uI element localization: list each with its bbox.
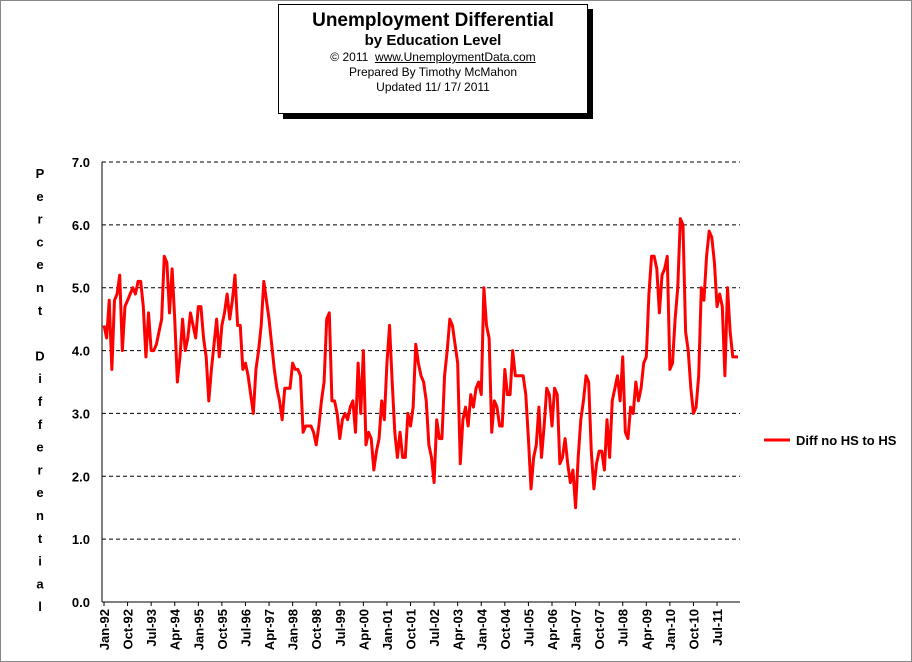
x-tick-label: Oct-10 (686, 609, 701, 649)
axes (101, 162, 740, 606)
x-tick-label: Oct-01 (404, 609, 419, 649)
x-tick-label: Jul-02 (427, 609, 442, 647)
x-tick-label: Jul-96 (238, 609, 253, 647)
x-tick-label: Oct-04 (498, 608, 513, 649)
x-tick-label: Jul-93 (144, 609, 159, 647)
x-tick-label: Apr-00 (356, 609, 371, 650)
x-tick-label: Jan-95 (191, 609, 206, 650)
y-tick-label: 5.0 (72, 281, 90, 296)
y-tick-label: 0.0 (72, 595, 90, 610)
series-lines (102, 217, 738, 510)
y-tick-label: 2.0 (72, 469, 90, 484)
x-tick-label: Oct-95 (215, 609, 230, 649)
copyright-text: © 2011 (330, 50, 369, 64)
updated-date: Updated 11/ 17/ 2011 (376, 80, 490, 94)
copyright-line: © 2011 www.UnemploymentData.com (279, 50, 587, 65)
y-label-char: n (36, 508, 44, 523)
x-tick-label: Jul-11 (710, 609, 725, 646)
y-label-char: r (37, 212, 42, 227)
y-axis-tick-labels: 0.0 1.0 2.0 3.0 4.0 5.0 6.0 7.0 (72, 155, 90, 610)
x-tick-label: Oct-07 (592, 609, 607, 649)
y-label-char: e (36, 189, 43, 204)
x-tick-label: Apr-03 (451, 609, 466, 650)
x-tick-label: Jul-99 (333, 609, 348, 647)
y-label-char: r (37, 462, 42, 477)
y-label-char: f (38, 394, 43, 409)
x-axis-tick-labels: Jan-92 Oct-92 Jul-93 Apr-94 Jan-95 Oct-95 Jul-… (97, 608, 725, 650)
x-tick-label: Jan-04 (474, 608, 489, 650)
legend: Diff no HS to HS (764, 433, 897, 448)
y-tick-label: 7.0 (72, 155, 90, 170)
x-tick-label: Jan-98 (286, 609, 301, 650)
legend-label: Diff no HS to HS (796, 433, 897, 448)
series-line (102, 217, 738, 510)
x-tick-label: Jan-92 (97, 609, 112, 650)
y-label-char: e (36, 257, 43, 272)
x-tick-label: Apr-94 (168, 608, 183, 650)
x-tick-label: Jul-08 (616, 609, 631, 647)
x-tick-label: Apr-06 (545, 609, 560, 650)
x-tick-label: Apr-09 (639, 609, 654, 650)
y-label-char: l (38, 599, 42, 614)
x-tick-label: Oct-98 (309, 609, 324, 649)
x-tick-label: Oct-92 (121, 609, 136, 649)
y-label-char: i (38, 554, 42, 569)
y-tick-label: 4.0 (72, 344, 90, 359)
gridlines (102, 161, 740, 540)
x-tick-label: Jan-10 (663, 609, 678, 650)
y-tick-label: 6.0 (72, 218, 90, 233)
source-url[interactable]: www.UnemploymentData.com (374, 50, 536, 64)
x-tick-label: Apr-97 (262, 609, 277, 650)
chart-subtitle: by Education Level (364, 32, 502, 49)
title-box: Unemployment Differential by Education L… (278, 4, 588, 114)
y-label-char: t (38, 531, 43, 546)
y-label-char: t (38, 303, 43, 318)
y-label-char: P (36, 166, 45, 181)
prepared-by: Prepared By Timothy McMahon (348, 65, 518, 79)
x-tick-label: Jan-01 (380, 609, 395, 650)
y-tick-label: 1.0 (72, 532, 90, 547)
y-label-char: f (38, 417, 43, 432)
x-tick-label: Jul-05 (521, 609, 536, 647)
y-label-char: n (36, 280, 44, 295)
y-label-char: i (38, 371, 42, 386)
y-label-char: D (35, 348, 44, 363)
y-label-char: a (36, 576, 44, 591)
y-tick-label: 3.0 (72, 406, 90, 421)
y-label-char: e (36, 485, 43, 500)
y-label-char: e (36, 440, 43, 455)
x-tick-label: Jan-07 (569, 609, 584, 650)
chart-title: Unemployment Differential (312, 10, 554, 31)
y-label-char: c (36, 234, 43, 249)
